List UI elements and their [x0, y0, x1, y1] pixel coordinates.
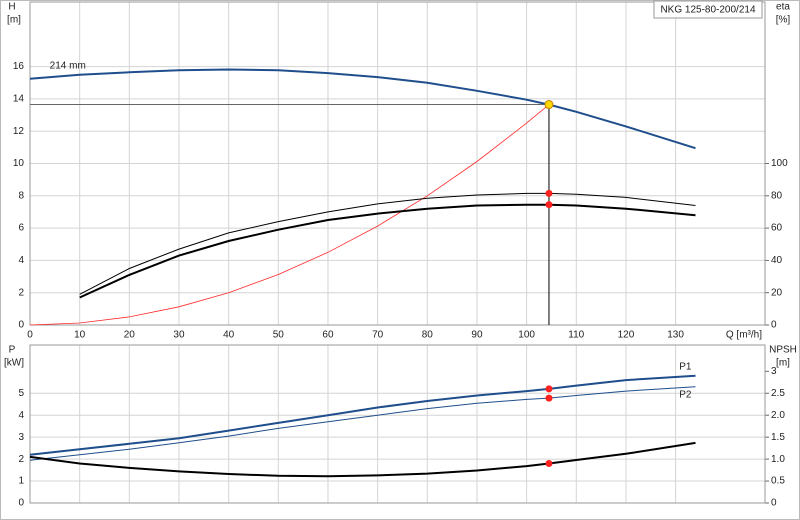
y-axis-unit: [m] — [7, 15, 21, 26]
x-tick-label: 10 — [74, 330, 86, 341]
x-tick-label: 100 — [518, 330, 535, 341]
x-axis-label: Q [m³/h] — [726, 330, 762, 341]
plot-frame — [29, 344, 766, 504]
y-tick-label: 4 — [18, 255, 24, 266]
curve — [29, 386, 696, 461]
y-tick-label: 6 — [18, 223, 24, 234]
y2-axis-label: eta — [776, 2, 790, 13]
y-tick-label: 10 — [13, 158, 25, 169]
x-tick-label: 50 — [273, 330, 285, 341]
y-tick-label: 4 — [18, 410, 24, 421]
curve — [29, 68, 696, 150]
y-tick-label: 1 — [18, 476, 24, 487]
y2-tick-label: 1.0 — [771, 454, 785, 465]
curve-annotation: 214 mm — [50, 60, 86, 71]
y-tick-label: 5 — [18, 388, 24, 399]
y2-tick-label: 60 — [771, 223, 783, 234]
y-tick-label: 2 — [18, 454, 24, 465]
y2-tick-label: 40 — [771, 255, 783, 266]
y-tick-label: 0 — [18, 320, 24, 331]
y2-tick-label: 2.5 — [771, 388, 785, 399]
y2-tick-label: 80 — [771, 190, 783, 201]
y-tick-label: 8 — [18, 190, 24, 201]
curve — [29, 441, 696, 478]
x-tick-label: 70 — [372, 330, 384, 341]
x-tick-label: 90 — [471, 330, 483, 341]
x-tick-label: 40 — [223, 330, 235, 341]
title-box — [653, 0, 763, 19]
operating-point — [545, 394, 553, 402]
y2-tick-label: 1.5 — [771, 432, 785, 443]
y-tick-label: 14 — [13, 94, 25, 105]
duty-point — [544, 100, 554, 110]
x-tick-label: 120 — [618, 330, 635, 341]
x-tick-label: 130 — [667, 330, 684, 341]
y-axis-label: P — [9, 345, 16, 356]
curve — [29, 374, 696, 456]
curve-label: P1 — [679, 361, 692, 372]
y2-tick-label: 0 — [771, 498, 777, 509]
y2-axis-label: NPSH — [769, 345, 797, 356]
x-tick-label: 80 — [422, 330, 434, 341]
operating-point — [545, 189, 553, 197]
operating-point — [545, 385, 553, 393]
y-tick-label: 3 — [18, 432, 24, 443]
x-tick-label: 20 — [124, 330, 136, 341]
plot-frame — [29, 1, 766, 326]
operating-point — [545, 460, 553, 467]
y2-axis-unit: [m] — [776, 358, 790, 369]
x-tick-label: 0 — [27, 330, 33, 341]
y2-tick-label: 2.0 — [771, 410, 785, 421]
y2-tick-label: 100 — [771, 158, 788, 169]
y2-axis-unit: [%] — [776, 15, 791, 26]
operating-point — [545, 201, 553, 209]
y-tick-label: 0 — [18, 498, 24, 509]
x-tick-label: 60 — [322, 330, 334, 341]
chart-title: NKG 125-80-200/214 — [660, 5, 756, 16]
y-tick-label: 12 — [13, 126, 25, 137]
x-tick-label: 110 — [568, 330, 584, 341]
curve — [29, 104, 550, 326]
y2-tick-label: 3 — [771, 366, 777, 377]
curve-label: P2 — [679, 389, 692, 400]
x-tick-label: 30 — [173, 330, 185, 341]
y-tick-label: 2 — [18, 287, 24, 298]
y2-tick-label: 20 — [771, 287, 783, 298]
curve — [79, 203, 696, 299]
y-axis-unit: [kW] — [4, 358, 24, 369]
y-tick-label: 16 — [13, 61, 25, 72]
y2-tick-label: 0.5 — [771, 476, 785, 487]
curve — [79, 192, 696, 295]
y-axis-label: H — [8, 2, 15, 13]
y2-tick-label: 0 — [771, 320, 777, 331]
